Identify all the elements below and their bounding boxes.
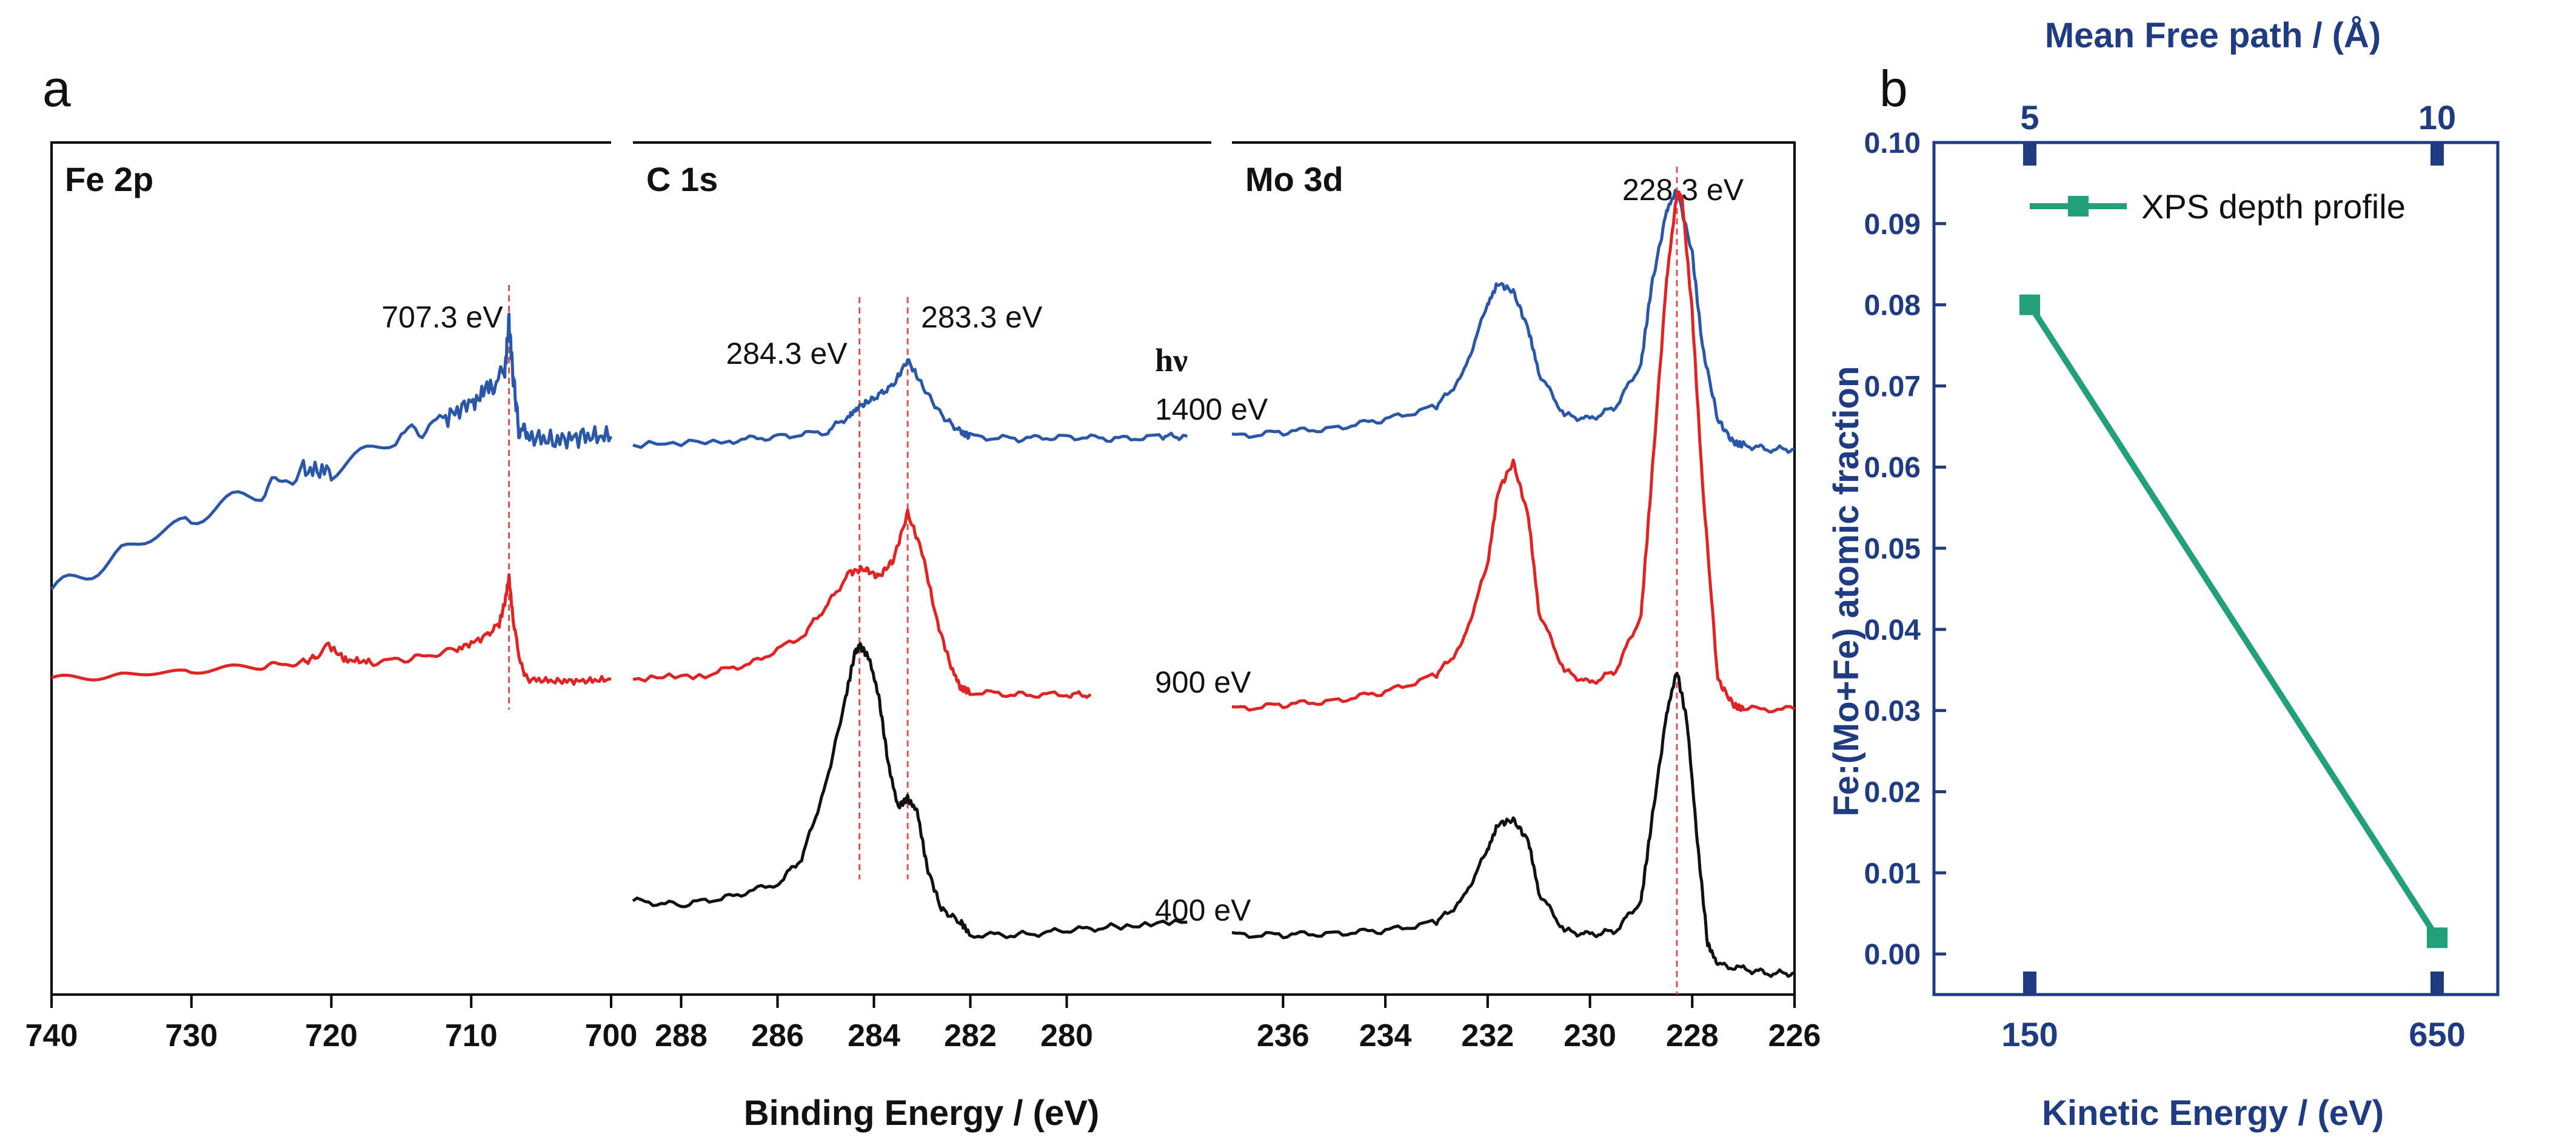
x-tick-label-fe-2p-710: 710 [445,1018,498,1053]
x-axis-title-b: Kinetic Energy / (eV) [2042,1093,2384,1133]
x-tick-label-mo-3d-236: 236 [1257,1018,1310,1053]
y-tick-label-0.08: 0.08 [1864,290,1921,322]
x-tick-label-c-1s-282: 282 [944,1018,997,1053]
y-tick-label-0.05: 0.05 [1864,533,1921,565]
x-tick-label-c-1s-288: 288 [655,1018,708,1053]
series-label-400: 400 eV [1155,893,1251,927]
x-tick-label-c-1s-286: 286 [751,1018,804,1053]
y-tick-label-0.00: 0.00 [1864,939,1921,971]
panel-label-a: a [42,60,71,117]
annotation-283-3-ev: 283.3 eV [921,300,1043,334]
series-line-xps-depth-profile [2027,303,2440,940]
x-tick-label-c-1s-284: 284 [848,1018,900,1053]
legend-label: XPS depth profile [2141,187,2406,226]
series-fe-2p-1400-ev [50,312,613,591]
y-tick-label-0.03: 0.03 [1864,696,1921,728]
series-label-1400: 1400 eV [1155,392,1268,426]
y-axis-title-b: Fe:(Mo+Fe) atomic fraction [1827,366,1866,817]
x-tick-label-fe-2p-740: 740 [25,1018,78,1053]
legend: XPS depth profile [2030,187,2406,226]
panel-title-c-1s: C 1s [646,160,718,198]
x-tick-label-mo-3d-230: 230 [1564,1018,1616,1053]
x-tick-label-c-1s-280: 280 [1040,1018,1093,1053]
series-c-1s-400-ev [632,642,1188,939]
top-tick-10 [2430,143,2444,166]
y-tick-label-0.06: 0.06 [1864,452,1921,484]
top-tick-label-10: 10 [2418,98,2456,136]
panel-label-b: b [1879,60,1908,117]
y-tick-label-0.04: 0.04 [1864,614,1921,646]
hv-label: hν [1155,342,1188,378]
top-axis-title-b: Mean Free path / (Å) [2045,16,2381,55]
x-tick-label-650: 650 [2409,1015,2465,1053]
panel-title-fe-2p: Fe 2p [65,160,153,198]
plot-frame-b [1932,141,2500,996]
y-tick-label-0.07: 0.07 [1864,371,1921,403]
x-tick-label-mo-3d-228: 228 [1666,1018,1719,1053]
x-tick-150 [2023,972,2036,995]
series-mo-3d-1400-ev [1231,189,1795,454]
y-tick-label-0.10: 0.10 [1864,127,1921,159]
series-label-900: 900 eV [1155,665,1251,699]
top-tick-label-5: 5 [2020,98,2039,136]
x-axis-title-a: Binding Energy / (eV) [744,1093,1100,1133]
x-tick-label-mo-3d-232: 232 [1461,1018,1514,1053]
annotation-707-3-ev: 707.3 eV [381,300,503,334]
x-tick-label-fe-2p-700: 700 [585,1018,638,1053]
data-point-650 [2427,927,2447,948]
x-tick-label-150: 150 [2001,1015,2058,1053]
annotation-284-3-ev: 284.3 eV [726,337,848,371]
x-tick-650 [2430,972,2444,995]
series-c-1s-900-ev [632,508,1092,699]
series-mo-3d-900-ev [1231,190,1796,714]
x-tick-label-mo-3d-226: 226 [1768,1018,1821,1053]
x-tick-label-fe-2p-720: 720 [305,1018,358,1053]
x-tick-label-mo-3d-234: 234 [1359,1018,1412,1053]
data-point-150 [2019,294,2040,315]
x-tick-label-fe-2p-730: 730 [165,1018,218,1053]
y-tick-label-0.01: 0.01 [1864,858,1921,890]
series-mo-3d-400-ev [1231,671,1795,978]
series-c-1s-1400-ev [632,358,1188,449]
series-fe-2p-900-ev [51,573,612,686]
y-tick-label-0.02: 0.02 [1864,776,1921,808]
panel-title-mo-3d: Mo 3d [1245,160,1343,198]
plot-frame-a [50,141,1796,996]
depth-profile-chart: Mean Free path / (Å) Kinetic Energy / (e… [1827,16,2500,1133]
y-tick-label-0.09: 0.09 [1864,209,1921,241]
top-tick-5 [2023,143,2036,166]
legend-marker [2068,196,2089,217]
